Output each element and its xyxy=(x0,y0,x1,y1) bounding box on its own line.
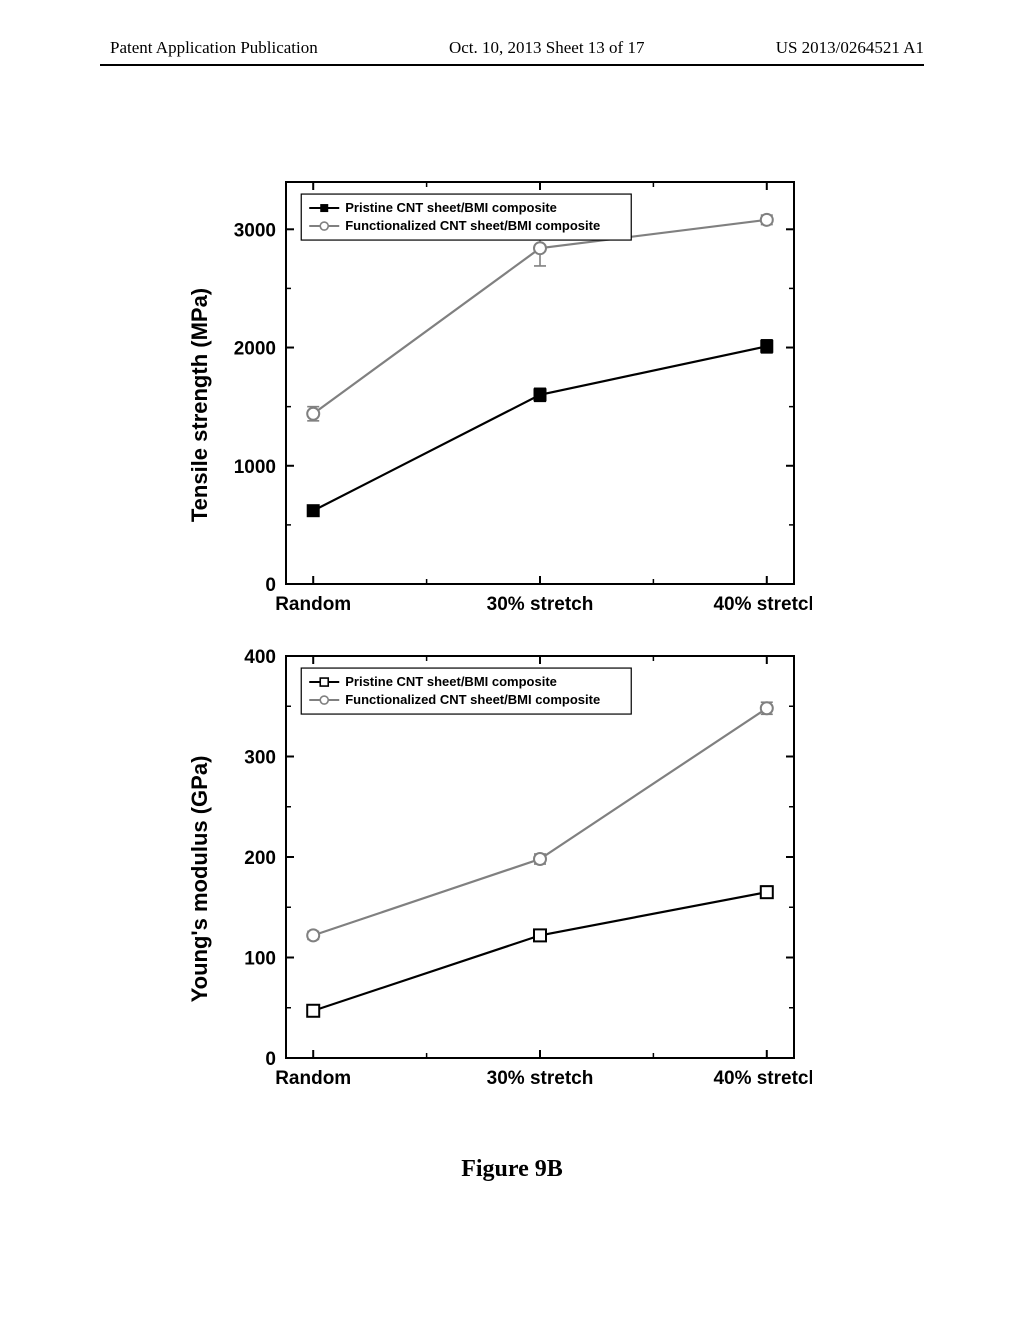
header-right: US 2013/0264521 A1 xyxy=(776,38,924,58)
svg-text:Random: Random xyxy=(275,1068,351,1089)
header-left: Patent Application Publication xyxy=(110,38,318,58)
svg-text:Random: Random xyxy=(275,594,351,615)
figure-caption: Figure 9B xyxy=(212,1156,812,1183)
svg-text:100: 100 xyxy=(244,949,276,970)
modulus-ylabel: Young's modulus (GPa) xyxy=(187,756,213,1003)
svg-text:1000: 1000 xyxy=(234,457,276,478)
svg-text:Pristine CNT sheet/BMI composi: Pristine CNT sheet/BMI composite xyxy=(345,200,557,215)
header-center: Oct. 10, 2013 Sheet 13 of 17 xyxy=(449,38,644,58)
svg-text:Functionalized CNT sheet/BMI c: Functionalized CNT sheet/BMI composite xyxy=(345,692,600,707)
svg-text:0: 0 xyxy=(265,1049,276,1070)
header-rule xyxy=(100,64,924,66)
svg-text:400: 400 xyxy=(244,647,276,668)
tensile-chart-svg: 0 1000 2000 3000 Random 30% stretch 40% stretc… xyxy=(212,170,812,640)
svg-text:Pristine CNT sheet/BMI composi: Pristine CNT sheet/BMI composite xyxy=(345,674,557,689)
svg-text:40% stretch: 40% stretch xyxy=(713,1068,812,1089)
svg-text:Functionalized CNT sheet/BMI c: Functionalized CNT sheet/BMI composite xyxy=(345,218,600,233)
page-header: Patent Application Publication Oct. 10, … xyxy=(0,38,1024,58)
svg-text:200: 200 xyxy=(244,848,276,869)
svg-text:40% stretch: 40% stretch xyxy=(713,594,812,615)
tensile-strength-chart: Tensile strength (MPa) 0100020003000Rand… xyxy=(212,170,812,640)
svg-text:300: 300 xyxy=(244,748,276,769)
youngs-modulus-chart: Young's modulus (GPa) 0100200300400Rando… xyxy=(212,644,812,1114)
svg-text:30% stretch: 30% stretch xyxy=(487,594,594,615)
figure-area: Tensile strength (MPa) 0100020003000Rand… xyxy=(212,170,812,1183)
svg-text:2000: 2000 xyxy=(234,339,276,360)
svg-text:3000: 3000 xyxy=(234,220,276,241)
tensile-ylabel: Tensile strength (MPa) xyxy=(187,288,213,522)
svg-text:0: 0 xyxy=(265,575,276,596)
svg-text:30% stretch: 30% stretch xyxy=(487,1068,594,1089)
modulus-chart-svg: 0 100 200 300 400 Random 30% stretch 40% stretc… xyxy=(212,644,812,1114)
